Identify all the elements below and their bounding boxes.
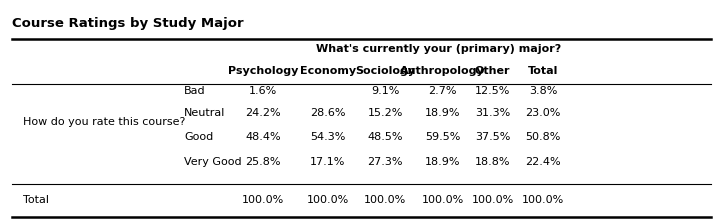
Text: 28.6%: 28.6%	[310, 108, 346, 118]
Text: Anthropology: Anthropology	[400, 66, 485, 76]
Text: 18.8%: 18.8%	[475, 157, 510, 167]
Text: 100.0%: 100.0%	[307, 196, 349, 205]
Text: 12.5%: 12.5%	[475, 86, 510, 96]
Text: Very Good: Very Good	[184, 157, 242, 167]
Text: Other: Other	[475, 66, 510, 76]
Text: 1.6%: 1.6%	[249, 86, 277, 96]
Text: Bad: Bad	[184, 86, 206, 96]
Text: 2.7%: 2.7%	[428, 86, 456, 96]
Text: 3.8%: 3.8%	[528, 86, 557, 96]
Text: 18.9%: 18.9%	[425, 108, 460, 118]
Text: 27.3%: 27.3%	[367, 157, 403, 167]
Text: 22.4%: 22.4%	[525, 157, 561, 167]
Text: 48.4%: 48.4%	[246, 132, 281, 142]
Text: 9.1%: 9.1%	[371, 86, 400, 96]
Text: 25.8%: 25.8%	[246, 157, 281, 167]
Text: 37.5%: 37.5%	[475, 132, 510, 142]
Text: 23.0%: 23.0%	[525, 108, 561, 118]
Text: Total: Total	[528, 66, 558, 76]
Text: 100.0%: 100.0%	[242, 196, 284, 205]
Text: 15.2%: 15.2%	[367, 108, 402, 118]
Text: 50.8%: 50.8%	[525, 132, 561, 142]
Text: 24.2%: 24.2%	[246, 108, 281, 118]
Text: How do you rate this course?: How do you rate this course?	[23, 117, 185, 127]
Text: Sociology: Sociology	[355, 66, 415, 76]
Text: 100.0%: 100.0%	[522, 196, 564, 205]
Text: 54.3%: 54.3%	[310, 132, 346, 142]
Text: 48.5%: 48.5%	[367, 132, 403, 142]
Text: Psychology: Psychology	[228, 66, 298, 76]
Text: Economy: Economy	[300, 66, 356, 76]
Text: 17.1%: 17.1%	[310, 157, 346, 167]
Text: Neutral: Neutral	[184, 108, 225, 118]
Text: Total: Total	[23, 196, 49, 205]
Text: Good: Good	[184, 132, 214, 142]
Text: 31.3%: 31.3%	[475, 108, 510, 118]
Text: 18.9%: 18.9%	[425, 157, 460, 167]
Text: 100.0%: 100.0%	[472, 196, 514, 205]
Text: 59.5%: 59.5%	[425, 132, 460, 142]
Text: Course Ratings by Study Major: Course Ratings by Study Major	[12, 17, 244, 30]
Text: What's currently your (primary) major?: What's currently your (primary) major?	[316, 44, 562, 54]
Text: 100.0%: 100.0%	[364, 196, 406, 205]
Text: 100.0%: 100.0%	[421, 196, 464, 205]
